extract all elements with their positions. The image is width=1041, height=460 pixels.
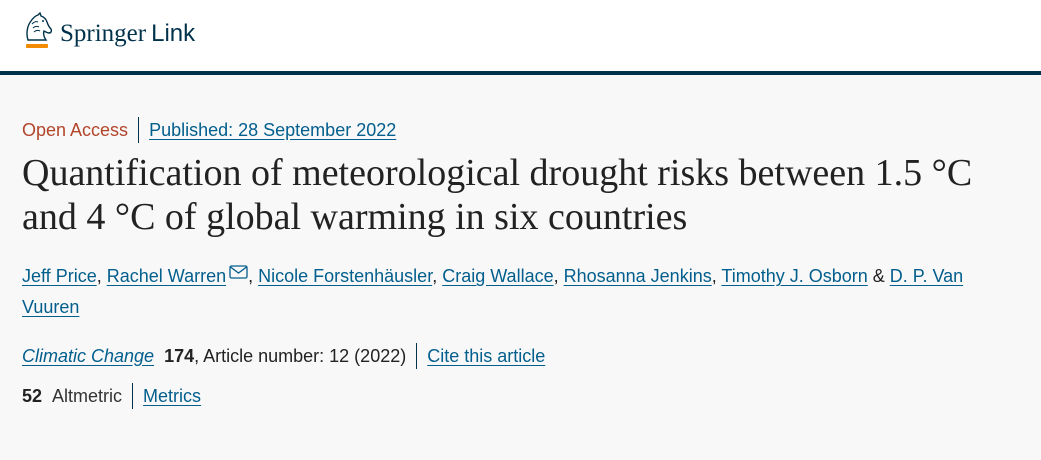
author-link[interactable]: Nicole Forstenhäusler xyxy=(258,266,433,286)
author-separator: & xyxy=(867,266,890,286)
author-separator: , xyxy=(711,266,722,286)
cite-article-link[interactable]: Cite this article xyxy=(427,345,546,366)
brand-name: Springer Link xyxy=(60,19,195,48)
author-link[interactable]: Craig Wallace xyxy=(442,266,554,286)
article-number: , Article number: 12 (2022) xyxy=(194,345,407,366)
springer-horse-icon xyxy=(26,12,53,48)
divider xyxy=(138,117,140,143)
article-header: Open Access Published: 28 September 2022… xyxy=(0,117,1041,409)
springer-link-logo[interactable]: Springer Link xyxy=(22,12,195,50)
brand-secondary: Link xyxy=(151,20,196,47)
altmetric-label: Altmetric xyxy=(52,385,123,406)
altmetric-count: 52 xyxy=(22,385,43,406)
mail-icon[interactable] xyxy=(229,265,248,279)
author-separator: , xyxy=(553,266,564,286)
article-title: Quantification of meteorological drought… xyxy=(22,152,973,238)
citation-row: Climatic Change 174 , Article number: 12… xyxy=(22,343,1019,369)
author-separator: , xyxy=(96,266,107,286)
author-separator: , xyxy=(248,266,259,286)
author-link[interactable]: Timothy J. Osborn xyxy=(721,266,868,286)
article-meta: Open Access Published: 28 September 2022 xyxy=(22,117,1019,143)
author-list: Jeff Price, Rachel Warren, Nicole Forste… xyxy=(22,261,1002,323)
metrics-link[interactable]: Metrics xyxy=(143,385,202,406)
journal-link[interactable]: Climatic Change xyxy=(22,345,155,366)
author-link[interactable]: D. P. Van Vuuren xyxy=(22,266,964,317)
author-link[interactable]: Rachel Warren xyxy=(106,266,227,286)
metrics-row: 52 Altmetric Metrics xyxy=(22,383,1019,409)
author-link[interactable]: Jeff Price xyxy=(22,266,97,286)
volume-number: 174 xyxy=(164,345,195,366)
author-separator: , xyxy=(432,266,443,286)
site-header: Springer Link xyxy=(0,0,1041,75)
divider xyxy=(132,383,134,409)
published-date-link[interactable]: Published: 28 September 2022 xyxy=(149,119,397,140)
open-access-badge: Open Access xyxy=(22,119,129,140)
divider xyxy=(416,343,418,369)
brand-primary: Springer xyxy=(60,20,147,47)
author-link[interactable]: Rhosanna Jenkins xyxy=(563,266,712,286)
